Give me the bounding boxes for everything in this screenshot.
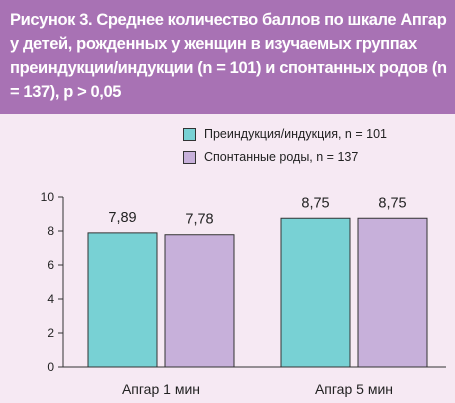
legend-item-series-2: Спонтанные роды, n = 137: [183, 147, 387, 167]
plot-area: 0 2 4 6 8 10 7,89 7,78 Апгар 1 мин 8,75 8,75 Апгар …: [41, 190, 446, 397]
x-category-label: Апгар 5 мин: [315, 381, 393, 397]
y-tick-label: 2: [47, 326, 54, 340]
y-tick-label: 0: [47, 360, 54, 374]
y-tick-label: 8: [47, 224, 54, 238]
legend-item-series-1: Преиндукция/индукция, n = 101: [183, 124, 387, 144]
data-label: 7,89: [108, 210, 136, 226]
bar-1-1: [87, 232, 158, 368]
legend-label-series-1: Преиндукция/индукция, n = 101: [204, 127, 387, 141]
legend-swatch-series-2: [183, 150, 196, 164]
y-tick-label: 10: [41, 190, 55, 204]
legend-label-series-2: Спонтанные роды, n = 137: [204, 150, 359, 164]
bar-1-2: [280, 217, 351, 368]
y-tick-label: 4: [47, 292, 54, 306]
data-label: 7,78: [185, 212, 213, 228]
legend: Преиндукция/индукция, n = 101 Спонтанные…: [183, 124, 387, 170]
title-banner: Рисунок 3. Среднее количество баллов по …: [0, 0, 455, 114]
bar-2-1: [164, 234, 235, 368]
legend-swatch-series-1: [183, 127, 196, 141]
data-label: 8,75: [301, 195, 329, 211]
data-label: 8,75: [378, 195, 406, 211]
y-tick-label: 6: [47, 258, 54, 272]
chart-title: Рисунок 3. Среднее количество баллов по …: [10, 11, 447, 101]
bar-2-2: [357, 217, 428, 368]
x-category-label: Апгар 1 мин: [122, 381, 200, 397]
